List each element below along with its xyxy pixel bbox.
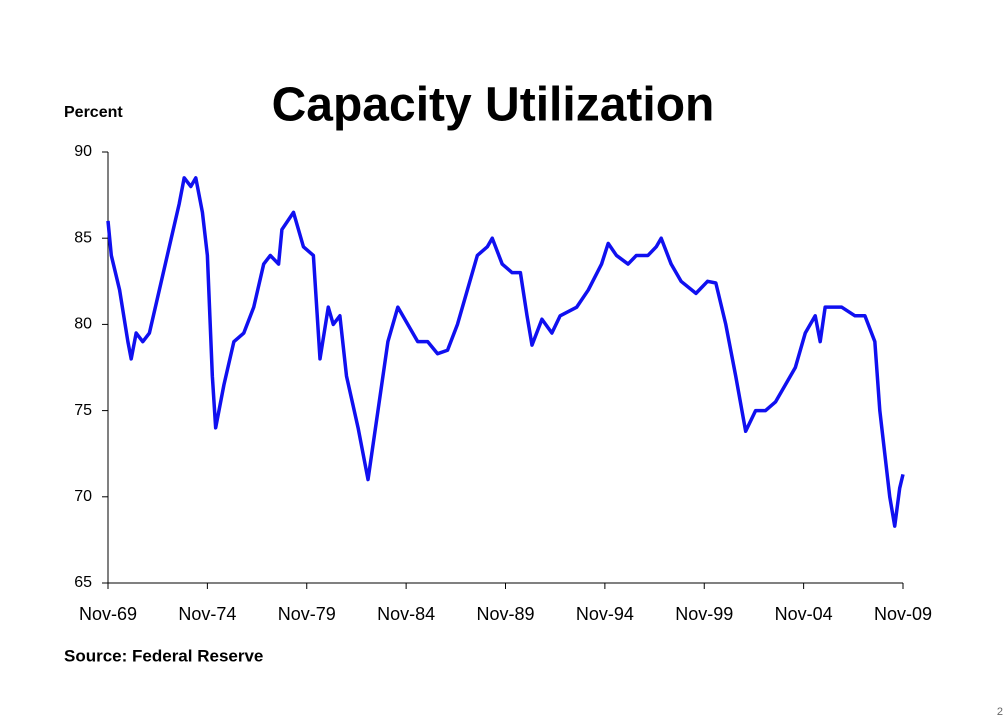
x-tick-label: Nov-79 — [278, 604, 336, 624]
y-tick-label: 80 — [74, 316, 92, 333]
x-tick-label: Nov-69 — [79, 604, 137, 624]
y-tick-label: 90 — [74, 143, 92, 160]
source-note: Source: Federal Reserve — [64, 646, 263, 665]
y-tick-label: 75 — [74, 402, 92, 419]
x-tick-label: Nov-89 — [476, 604, 534, 624]
chart-title: Capacity Utilization — [272, 79, 715, 132]
y-tick-label: 85 — [74, 229, 92, 246]
y-axis-label: Percent — [64, 104, 123, 121]
data-line — [106, 176, 905, 528]
x-tick-label: Nov-84 — [377, 604, 435, 624]
x-tick-label: Nov-74 — [178, 604, 236, 624]
x-tick-label: Nov-04 — [775, 604, 833, 624]
x-tick-label: Nov-99 — [675, 604, 733, 624]
x-tick-label: Nov-94 — [576, 604, 634, 624]
y-tick-label: 70 — [74, 488, 92, 505]
x-tick-label: Nov-09 — [874, 604, 932, 624]
page-number: 2 — [997, 706, 1003, 718]
y-tick-label: 65 — [74, 574, 92, 591]
